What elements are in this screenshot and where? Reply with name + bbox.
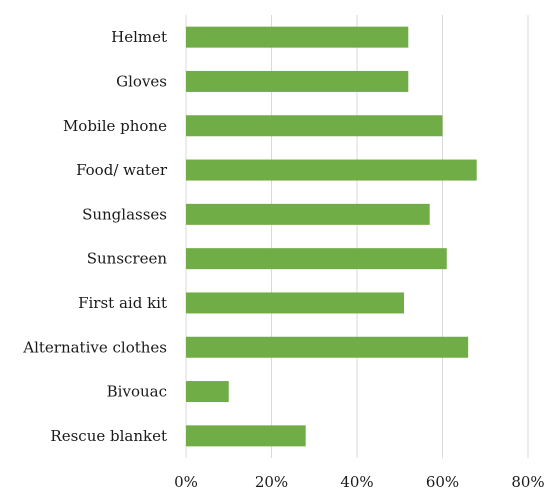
category-label-bivouac: Bivouac — [107, 383, 167, 401]
bar-helmet — [186, 26, 409, 48]
bar-rescue-blanket — [186, 425, 306, 447]
category-label-first-aid-kit: First aid kit — [78, 294, 167, 312]
bar-sunglasses — [186, 203, 430, 225]
x-tick-label-80: 80% — [511, 473, 544, 491]
category-label-sunglasses: Sunglasses — [82, 205, 167, 223]
category-label-gloves: Gloves — [116, 72, 167, 90]
category-label-mobile-phone: Mobile phone — [63, 117, 167, 135]
category-label-sunscreen: Sunscreen — [87, 250, 168, 268]
category-label-rescue-blanket: Rescue blanket — [50, 427, 167, 445]
x-tick-labels: 0% 20% 40% 60% 80% — [174, 473, 545, 491]
bar-sunscreen — [186, 248, 447, 270]
bars — [186, 26, 477, 447]
x-tick-label-40: 40% — [340, 473, 373, 491]
bar-first-aid-kit — [186, 292, 405, 314]
category-labels: Helmet Gloves Mobile phone Food/ water Sungl… — [22, 28, 168, 445]
category-label-food-water: Food/ water — [76, 161, 168, 179]
category-label-helmet: Helmet — [111, 28, 167, 46]
bar-bivouac — [186, 381, 229, 403]
bar-alternative-clothes — [186, 336, 469, 358]
bar-mobile-phone — [186, 115, 443, 137]
category-label-alternative-clothes: Alternative clothes — [22, 338, 167, 356]
x-tick-label-20: 20% — [255, 473, 288, 491]
bar-gloves — [186, 70, 409, 92]
bar-food-water — [186, 159, 477, 181]
x-tick-label-0: 0% — [174, 473, 198, 491]
x-tick-label-60: 60% — [426, 473, 459, 491]
